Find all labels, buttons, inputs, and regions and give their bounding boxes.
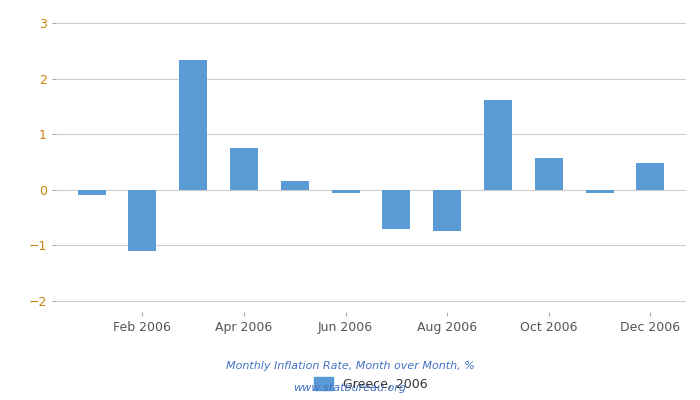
Text: Monthly Inflation Rate, Month over Month, %: Monthly Inflation Rate, Month over Month… [225,361,475,371]
Bar [332,190,360,192]
Bar [179,60,207,190]
Bar [230,148,258,190]
Bar [281,182,309,190]
Bar [78,190,106,195]
Bar [535,158,563,190]
Text: www.statbureau.org: www.statbureau.org [293,383,407,393]
Bar [484,100,512,190]
Legend: Greece, 2006: Greece, 2006 [309,372,433,396]
Bar [433,190,461,232]
Bar [636,163,664,190]
Bar [586,190,614,192]
Bar [128,190,156,251]
Bar [382,190,410,229]
